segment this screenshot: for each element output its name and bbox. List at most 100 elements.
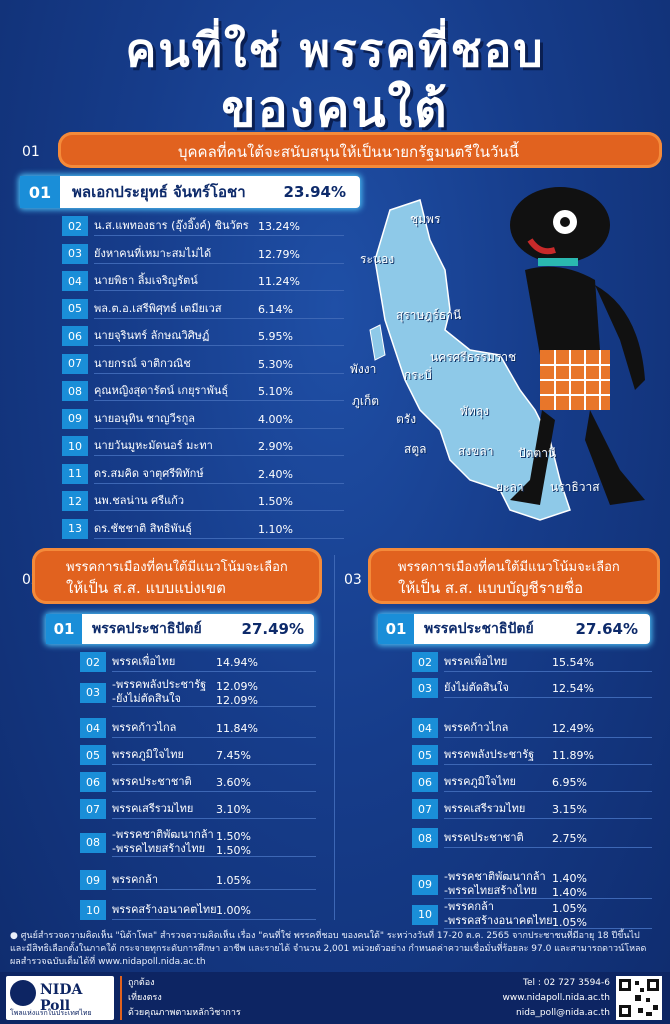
candidate-name: คุณหญิงสุดารัตน์ เกยุราพันธุ์: [94, 381, 344, 401]
candidate-row: 09 นายอนุทิน ชาญวีรกูล 4.00%: [62, 408, 347, 429]
shadow-puppet-figure: [510, 187, 645, 505]
party-label: พรรคประชาชาติ: [112, 772, 316, 792]
party-percent-stack: 11.89%: [552, 749, 594, 763]
party-percent-stack: 2.75%: [552, 832, 587, 846]
party-row: 02 พรรคเพื่อไทย 14.94%: [80, 652, 320, 672]
candidate-row: 02 น.ส.แพทองธาร (อุ๊งอิ๊งค์) ชินวัตร 13.24…: [62, 216, 347, 236]
contact-tel: Tel : 02 727 3594-6: [523, 978, 610, 988]
candidate-rank: 10: [62, 436, 88, 456]
party-percent: 1.50%: [216, 844, 251, 857]
party-name: -พรรคชาติพัฒนากล้า: [112, 828, 214, 841]
party-name: พรรคเพื่อไทย: [444, 655, 508, 668]
party-percent: 15.54%: [552, 656, 594, 669]
party-rank: 09: [80, 870, 106, 890]
candidate-name: น.ส.แพทองธาร (อุ๊งอิ๊งค์) ชินวัตร: [94, 216, 344, 236]
section3-heading-bar: พรรคการเมืองที่คนใต้มีแนวโน้มจะเลือก ให้…: [368, 548, 660, 604]
section1-number: 01: [22, 144, 40, 160]
page-title-line2: ของคนใต้: [221, 80, 449, 138]
puppet-mouth: [527, 238, 556, 255]
party-name: -พรรคไทยสร้างไทย: [112, 842, 206, 855]
party-name: -พรรคชาติพัฒนากล้า: [444, 870, 546, 883]
party-percent: 12.09%: [216, 680, 258, 693]
section3-number: 03: [344, 572, 362, 588]
party-percent: 7.45%: [216, 749, 251, 762]
party-row: 08 พรรคประชาชาติ 2.75%: [412, 828, 656, 848]
candidate-rank: 06: [62, 326, 88, 346]
map-svg: [369, 199, 571, 521]
province-label: ยะลา: [496, 480, 524, 494]
party-label: พรรคภูมิใจไทย: [444, 772, 652, 792]
party-name: พรรคพลังประชารัฐ: [444, 748, 535, 761]
party-percent: 3.10%: [216, 803, 251, 816]
party-label: -พรรคพลังประชารัฐ -ยังไม่ตัดสินใจ: [112, 678, 316, 707]
party-percent: 2.75%: [552, 832, 587, 845]
candidate-name: นายจุรินทร์ ลักษณวิศิษฏ์: [94, 326, 344, 346]
party-percent: 1.05%: [216, 874, 251, 887]
party-label: พรรคเพื่อไทย: [112, 652, 316, 672]
candidate-name: นายพิธา ลิ้มเจริญรัตน์: [94, 271, 344, 291]
candidate-rank: 04: [62, 271, 88, 291]
column-divider: [334, 555, 335, 920]
party-percent: 12.09%: [216, 694, 258, 707]
province-label: ชุมพร: [410, 212, 441, 226]
party-percent-stack: 3.60%: [216, 776, 251, 790]
party-percent: 1.40%: [552, 872, 587, 885]
party-row: 04 พรรคก้าวไกล 12.49%: [412, 718, 656, 738]
contact-email[interactable]: nida_poll@nida.ac.th: [515, 1008, 610, 1018]
party-rank: 03: [80, 682, 106, 703]
party-label: พรรคก้าวไกล: [444, 718, 652, 738]
party-rank: 07: [80, 799, 106, 819]
candidate-name: นายวันมูหะมัดนอร์ มะทา: [94, 436, 344, 456]
footer-note-line3: ผลสำรวจฉบับเต็มได้ที่ www.nidapoll.nida.…: [10, 957, 206, 967]
party-row: 03 ยังไม่ตัดสินใจ 12.54%: [412, 678, 656, 698]
party-rank: 10: [412, 904, 438, 925]
party-percent-stack: 1.05% 1.05%: [552, 902, 587, 930]
candidate-name: ดร.ชัชชาติ สิทธิพันธุ์: [94, 519, 344, 539]
party-rank: 09: [412, 874, 438, 895]
party-rank: 03: [412, 678, 438, 698]
puppet-body: [525, 266, 600, 355]
winner-rank: 01: [20, 176, 60, 208]
party-row: 05 พรรคภูมิใจไทย 7.45%: [80, 745, 320, 765]
section2-heading-bar: พรรคการเมืองที่คนใต้มีแนวโน้มจะเลือก ให้…: [32, 548, 322, 604]
section3-winner: 01 พรรคประชาธิปัตย์ 27.64%: [378, 614, 650, 644]
party-label: พรรคสร้างอนาคตไทย: [112, 900, 316, 920]
candidate-percent: 5.95%: [258, 330, 293, 343]
party-percent: 12.54%: [552, 682, 594, 695]
party-percent-stack: 3.15%: [552, 803, 587, 817]
peninsula-shape: [374, 199, 571, 521]
party-rank: 02: [412, 652, 438, 672]
qr-code[interactable]: [616, 976, 662, 1020]
party-row: 03 -พรรคพลังประชารัฐ -ยังไม่ตัดสินใจ 12.09%…: [80, 678, 320, 707]
contact-web[interactable]: www.nidapoll.nida.ac.th: [502, 993, 610, 1003]
candidate-rank: 09: [62, 408, 88, 429]
candidate-rank: 08: [62, 381, 88, 401]
winner-name: พรรคประชาธิปัตย์: [92, 621, 202, 637]
puppet-leg-right: [585, 410, 645, 505]
party-label: พรรคเพื่อไทย: [444, 652, 652, 672]
candidate-rank: 05: [62, 298, 88, 319]
winner-rank: 01: [378, 614, 414, 644]
party-row: 07 พรรคเสรีรวมไทย 3.10%: [80, 799, 320, 819]
party-percent: 12.49%: [552, 722, 594, 735]
party-rank: 04: [412, 718, 438, 738]
party-label: พรรคเสรีรวมไทย: [444, 799, 652, 819]
section1-heading-bar: บุคคลที่คนใต้จะสนับสนุนให้เป็นนายกรัฐมนต…: [58, 132, 662, 168]
party-percent: 3.60%: [216, 776, 251, 789]
candidate-percent: 2.90%: [258, 440, 293, 453]
section3-heading-line1: พรรคการเมืองที่คนใต้มีแนวโน้มจะเลือก: [398, 560, 620, 575]
party-percent-stack: 12.09% 12.09%: [216, 680, 258, 708]
candidate-row: 11 ดร.สมคิด จาตุศรีพิทักษ์ 2.40%: [62, 463, 347, 484]
puppet-necklace: [538, 258, 578, 266]
party-rank: 08: [80, 832, 106, 853]
candidate-rank: 12: [62, 491, 88, 511]
party-percent-stack: 14.94%: [216, 656, 258, 670]
party-name: พรรคประชาชาติ: [112, 775, 192, 788]
party-percent-stack: 1.50% 1.50%: [216, 830, 251, 858]
party-name: พรรคประชาชาติ: [444, 831, 524, 844]
page-title-line1: คนที่ใช่ พรรคที่ชอบ: [125, 23, 545, 77]
puppet-arm: [595, 285, 645, 390]
candidate-percent: 5.30%: [258, 357, 293, 371]
party-label: พรรคประชาชาติ: [444, 828, 652, 848]
party-name: พรรคสร้างอนาคตไทย: [112, 903, 217, 916]
